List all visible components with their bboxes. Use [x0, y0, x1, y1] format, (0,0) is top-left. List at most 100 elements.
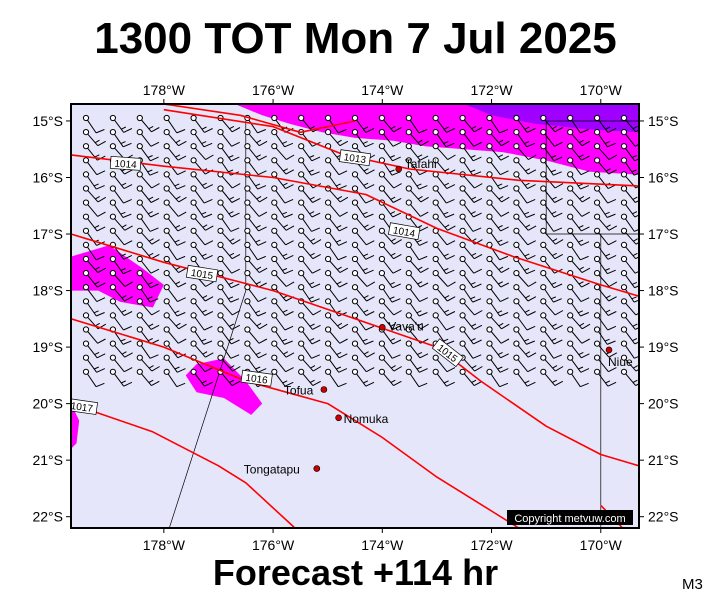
- wind-barb: [513, 199, 535, 218]
- wind-barb: [298, 241, 321, 260]
- wind-barb: [190, 298, 214, 316]
- wind-barb: [594, 284, 617, 302]
- wind-barb: [351, 199, 374, 218]
- wind-barb: [298, 326, 321, 345]
- wind-barb: [378, 354, 402, 372]
- wind-barb: [486, 368, 509, 388]
- wind-barb: [82, 157, 106, 176]
- wind-barb: [244, 340, 267, 359]
- wind-barb: [405, 114, 428, 134]
- wind-barb: [163, 284, 186, 303]
- wind-barb: [325, 129, 349, 147]
- wind-barb: [109, 185, 132, 204]
- wind-barb: [513, 157, 537, 175]
- wind-barb: [136, 255, 160, 274]
- wind-barb: [190, 143, 214, 161]
- wind-barb: [432, 270, 456, 287]
- wind-barb: [620, 270, 639, 289]
- precip-area: [464, 104, 639, 133]
- wind-barb: [567, 241, 589, 261]
- wind-barb: [405, 312, 429, 330]
- wind-barb: [109, 354, 133, 373]
- wind-barb: [217, 185, 241, 203]
- wind-barb: [594, 340, 618, 358]
- wind-barb: [244, 185, 268, 203]
- wind-barb: [594, 270, 618, 287]
- wind-barb: [378, 368, 402, 387]
- lon-label-bottom: 178°W: [143, 537, 186, 553]
- wind-barb: [459, 270, 482, 289]
- wind-barb: [405, 129, 429, 147]
- wind-barb: [244, 241, 266, 261]
- wind-barb: [163, 114, 186, 134]
- lon-label-bottom: 174°W: [361, 537, 404, 553]
- wind-barb: [432, 368, 455, 387]
- wind-barb: [432, 129, 455, 148]
- wind-barb: [540, 312, 563, 330]
- wind-barb: [325, 227, 348, 246]
- wind-barb: [271, 255, 294, 275]
- wind-barb: [620, 114, 639, 133]
- wind-barb: [432, 298, 456, 316]
- wind-barb: [217, 199, 240, 218]
- isobar-label: 1014: [387, 222, 421, 241]
- forecast-label: Forecast +114 hr: [212, 552, 499, 593]
- wind-barb: [271, 213, 295, 231]
- place-label: Tafahi: [405, 157, 437, 171]
- wind-barb: [459, 199, 482, 218]
- wind-barb: [620, 241, 639, 260]
- wind-barb: [459, 185, 483, 203]
- wind-barb: [271, 129, 294, 148]
- wind-barb: [351, 227, 375, 246]
- lat-label-right: 16°S: [648, 169, 679, 185]
- wind-barb: [163, 213, 187, 232]
- wind-barb: [82, 340, 106, 359]
- wind-barb: [325, 284, 348, 303]
- wind-barb: [109, 213, 133, 231]
- wind-barb: [244, 255, 268, 274]
- wind-barb: [163, 255, 187, 274]
- wind-barb: [486, 270, 510, 288]
- wind-barb: [82, 114, 105, 134]
- wind-barb: [432, 171, 456, 190]
- lat-label-left: 19°S: [32, 339, 63, 355]
- wind-barb: [620, 129, 639, 147]
- place-marker: Niue: [605, 346, 633, 369]
- wind-barb: [567, 143, 590, 161]
- wind-barb: [271, 326, 293, 345]
- wind-barb: [109, 199, 132, 218]
- wind-barb: [325, 171, 347, 190]
- wind-barb: [486, 129, 510, 147]
- wind-barb: [567, 185, 591, 203]
- wind-barb: [325, 241, 347, 261]
- wind-barb: [486, 312, 510, 330]
- wind-barb: [190, 213, 214, 231]
- wind-barb: [378, 129, 402, 147]
- wind-barb: [540, 143, 563, 162]
- wind-barb: [271, 157, 295, 175]
- wind-barb: [109, 129, 132, 148]
- isobar-label: 1015: [185, 264, 219, 282]
- wind-barb: [513, 368, 536, 387]
- wind-barb: [378, 114, 402, 133]
- wind-barb: [620, 255, 639, 274]
- wind-barb: [325, 255, 349, 274]
- wind-barb: [459, 114, 483, 133]
- wind-barb: [513, 114, 536, 133]
- wind-barb: [620, 326, 639, 345]
- wind-barb: [244, 312, 268, 330]
- wind-barb: [136, 185, 160, 203]
- wind-barb: [540, 129, 563, 147]
- wind-barb: [405, 340, 429, 359]
- wind-barb: [378, 227, 402, 245]
- wind-barb: [594, 213, 618, 231]
- wind-barb: [82, 298, 105, 317]
- wind-barb: [567, 157, 590, 176]
- wind-barb: [540, 199, 563, 218]
- wind-barb: [486, 171, 509, 190]
- wind-barb: [298, 255, 321, 274]
- wind-barb: [271, 227, 294, 246]
- wind-barb: [513, 255, 536, 275]
- wind-barb: [298, 185, 321, 203]
